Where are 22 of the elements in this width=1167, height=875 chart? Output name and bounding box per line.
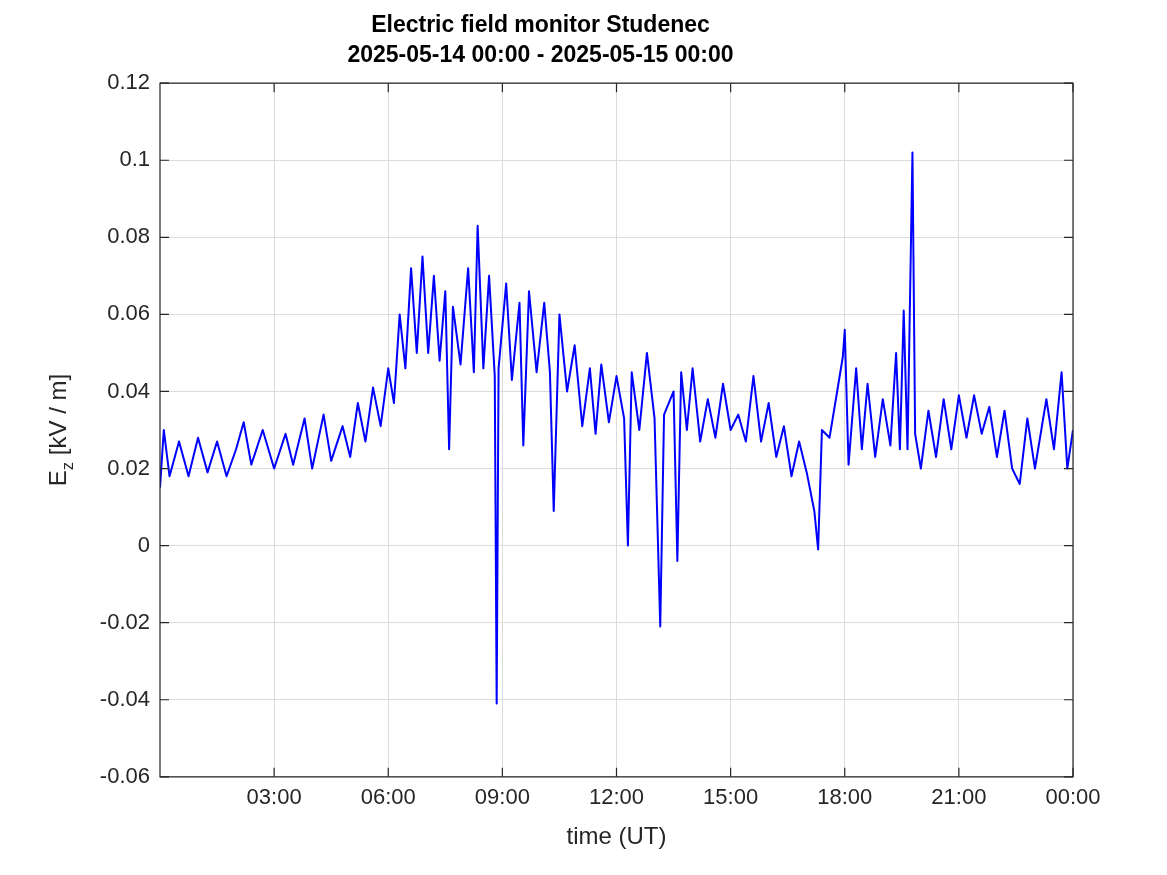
y-axis-title: Ez [kV / m] <box>44 373 78 487</box>
x-tick-label: 09:00 <box>474 784 530 810</box>
x-tick-label: 21:00 <box>931 784 987 810</box>
y-tick-label: -0.02 <box>99 608 150 634</box>
y-tick-label: 0.02 <box>107 454 150 480</box>
y-tick-label: 0.1 <box>119 146 150 172</box>
x-axis-title: time (UT) <box>566 822 667 850</box>
y-tick-label: 0.12 <box>107 69 150 95</box>
x-tick-label: 12:00 <box>588 784 645 810</box>
y-tick-label: -0.04 <box>99 685 150 711</box>
x-tick-label: 15:00 <box>703 784 759 810</box>
x-tick-label: 06:00 <box>360 784 416 810</box>
x-tick-label: 03:00 <box>246 784 302 810</box>
chart-subtitle: 2025-05-14 00:00 - 2025-05-15 00:00 <box>347 40 734 67</box>
y-tick-label: 0.04 <box>107 377 150 403</box>
y-tick-label: 0.08 <box>107 223 150 249</box>
x-tick-label: 18:00 <box>817 784 873 810</box>
x-tick-label: 00:00 <box>1045 784 1101 810</box>
chart-title: Electric field monitor Studenec <box>371 11 711 38</box>
y-tick-label: -0.06 <box>99 762 150 788</box>
y-tick-label: 0.06 <box>107 300 150 326</box>
y-tick-label: 0 <box>137 531 150 557</box>
